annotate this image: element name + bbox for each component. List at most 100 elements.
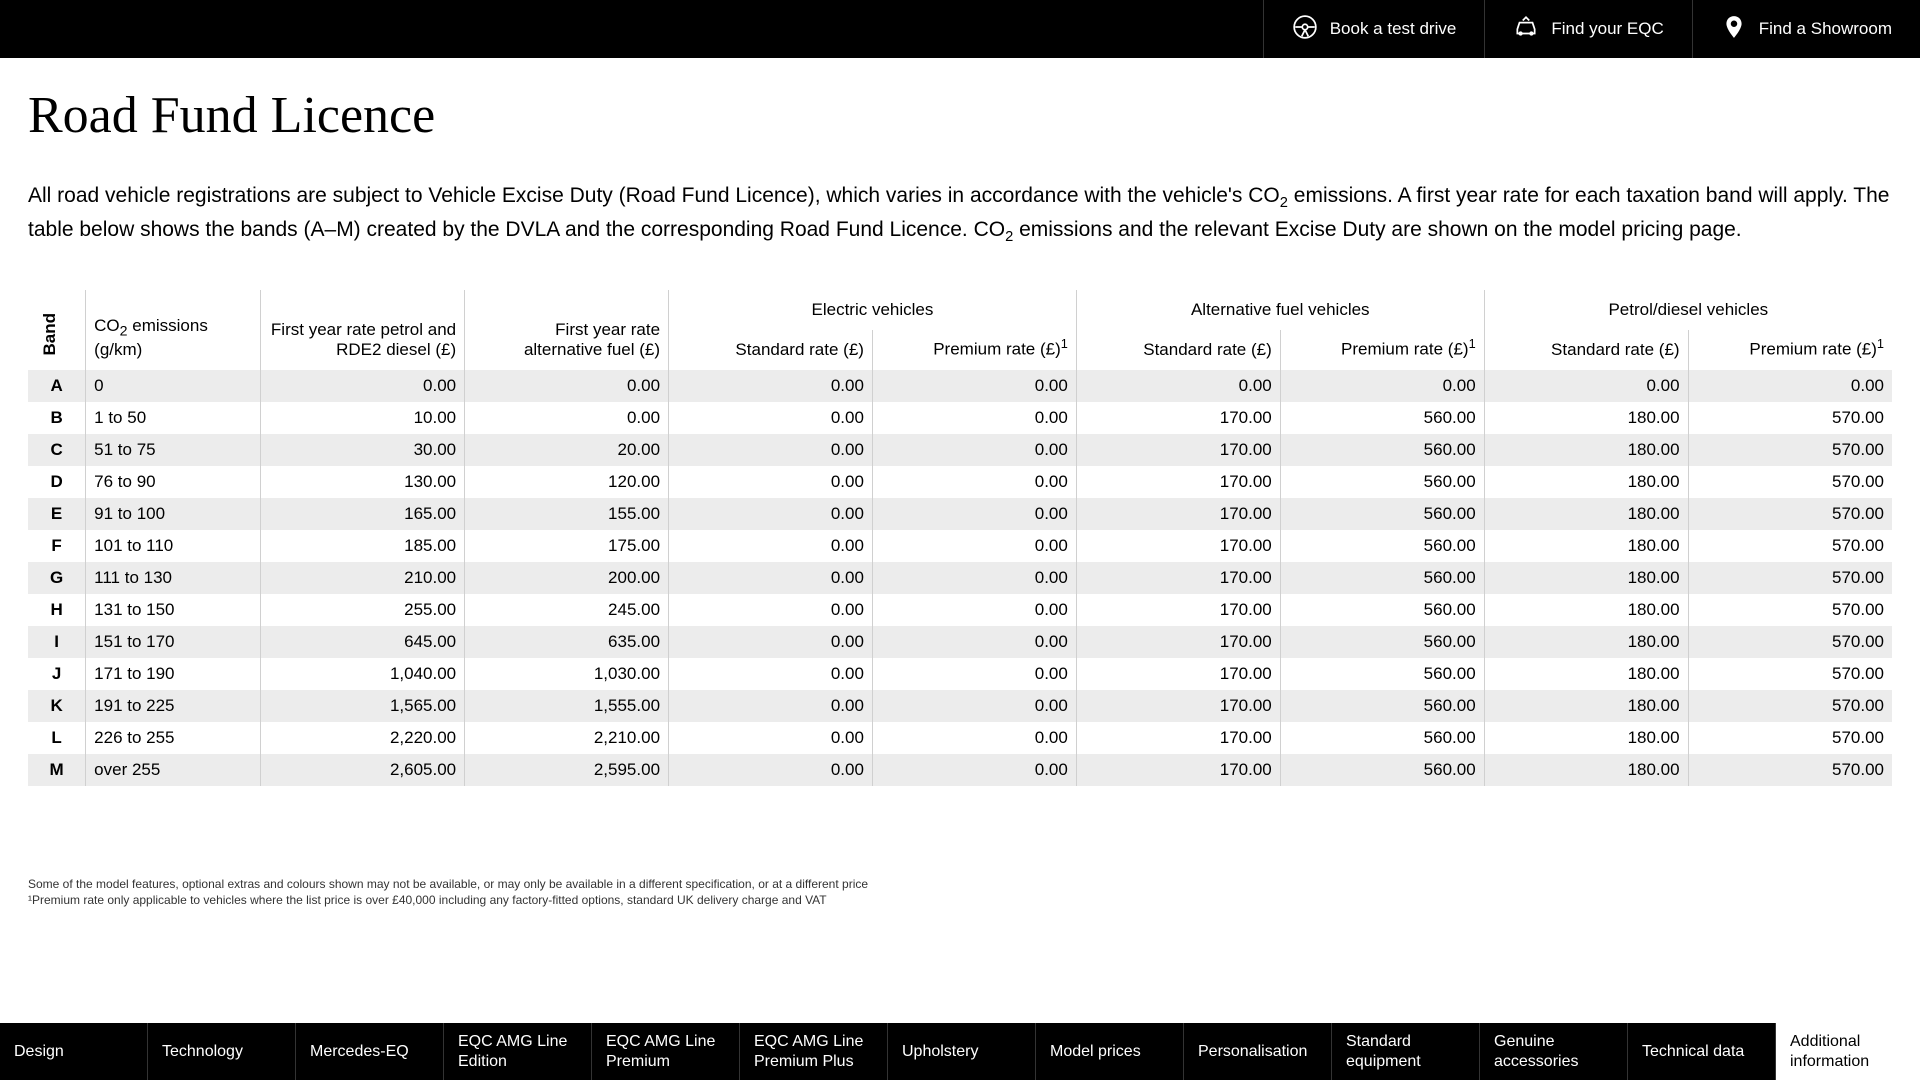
alt-cell: 1,030.00	[465, 658, 669, 690]
alt-cell: 0.00	[465, 370, 669, 402]
bottom-nav-item[interactable]: Genuine accessories	[1480, 1023, 1628, 1080]
ev-std-cell: 0.00	[669, 530, 873, 562]
co2-cell: 51 to 75	[86, 434, 261, 466]
pd-prem-cell: 570.00	[1688, 466, 1892, 498]
af-std-cell: 170.00	[1076, 626, 1280, 658]
pd-prem-header: Premium rate (£)1	[1688, 330, 1892, 370]
bottom-nav-item[interactable]: Upholstery	[888, 1023, 1036, 1080]
af-prem-cell: 560.00	[1280, 722, 1484, 754]
af-prem-cell: 0.00	[1280, 370, 1484, 402]
af-prem-header: Premium rate (£)1	[1280, 330, 1484, 370]
co2-cell: 191 to 225	[86, 690, 261, 722]
table-row: I151 to 170645.00635.000.000.00170.00560…	[28, 626, 1892, 658]
co2-cell: over 255	[86, 754, 261, 786]
table-row: Mover 2552,605.002,595.000.000.00170.005…	[28, 754, 1892, 786]
pd-std-cell: 180.00	[1484, 690, 1688, 722]
pd-std-cell: 180.00	[1484, 658, 1688, 690]
find-eqc-button[interactable]: Find your EQC	[1484, 0, 1691, 58]
petrol-cell: 0.00	[261, 370, 465, 402]
af-std-cell: 170.00	[1076, 498, 1280, 530]
ev-prem-cell: 0.00	[872, 498, 1076, 530]
af-prem-cell: 560.00	[1280, 530, 1484, 562]
table-row: L226 to 2552,220.002,210.000.000.00170.0…	[28, 722, 1892, 754]
ev-prem-header: Premium rate (£)1	[872, 330, 1076, 370]
af-std-cell: 170.00	[1076, 722, 1280, 754]
pd-std-cell: 180.00	[1484, 754, 1688, 786]
alt-cell: 155.00	[465, 498, 669, 530]
af-std-cell: 170.00	[1076, 466, 1280, 498]
footnotes: Some of the model features, optional ext…	[28, 876, 1892, 910]
af-std-cell: 170.00	[1076, 530, 1280, 562]
pd-prem-cell: 570.00	[1688, 562, 1892, 594]
band-cell: G	[28, 562, 86, 594]
alt-cell: 1,555.00	[465, 690, 669, 722]
ev-std-cell: 0.00	[669, 722, 873, 754]
af-prem-cell: 560.00	[1280, 594, 1484, 626]
location-pin-icon	[1721, 14, 1747, 45]
band-cell: K	[28, 690, 86, 722]
petrol-cell: 1,040.00	[261, 658, 465, 690]
bottom-nav-item[interactable]: EQC AMG Line Premium Plus	[740, 1023, 888, 1080]
ev-std-cell: 0.00	[669, 626, 873, 658]
petrol-cell: 130.00	[261, 466, 465, 498]
alt-cell: 20.00	[465, 434, 669, 466]
co2-cell: 226 to 255	[86, 722, 261, 754]
co2-cell: 171 to 190	[86, 658, 261, 690]
bottom-nav-item[interactable]: EQC AMG Line Premium	[592, 1023, 740, 1080]
af-prem-cell: 560.00	[1280, 626, 1484, 658]
co2-cell: 151 to 170	[86, 626, 261, 658]
page-title: Road Fund Licence	[28, 86, 1892, 145]
bottom-nav-item[interactable]: Model prices	[1036, 1023, 1184, 1080]
bottom-nav-item[interactable]: Technology	[148, 1023, 296, 1080]
petrol-cell: 2,605.00	[261, 754, 465, 786]
table-row: K191 to 2251,565.001,555.000.000.00170.0…	[28, 690, 1892, 722]
pd-prem-cell: 570.00	[1688, 754, 1892, 786]
bottom-nav-item[interactable]: Personalisation	[1184, 1023, 1332, 1080]
table-row: H131 to 150255.00245.000.000.00170.00560…	[28, 594, 1892, 626]
ev-std-cell: 0.00	[669, 658, 873, 690]
pd-std-cell: 180.00	[1484, 402, 1688, 434]
ev-prem-cell: 0.00	[872, 402, 1076, 434]
pd-prem-cell: 570.00	[1688, 434, 1892, 466]
alt-cell: 0.00	[465, 402, 669, 434]
alt-cell: 120.00	[465, 466, 669, 498]
bottom-nav-item[interactable]: Standard equipment	[1332, 1023, 1480, 1080]
petrol-cell: 185.00	[261, 530, 465, 562]
af-std-header: Standard rate (£)	[1076, 330, 1280, 370]
bottom-nav-item[interactable]: EQC AMG Line Edition	[444, 1023, 592, 1080]
alt-cell: 2,210.00	[465, 722, 669, 754]
af-std-cell: 170.00	[1076, 434, 1280, 466]
bottom-nav-item[interactable]: Mercedes-EQ	[296, 1023, 444, 1080]
table-row: B1 to 5010.000.000.000.00170.00560.00180…	[28, 402, 1892, 434]
pd-std-header: Standard rate (£)	[1484, 330, 1688, 370]
af-std-cell: 0.00	[1076, 370, 1280, 402]
af-std-cell: 170.00	[1076, 594, 1280, 626]
pd-std-cell: 180.00	[1484, 498, 1688, 530]
pd-prem-cell: 0.00	[1688, 370, 1892, 402]
band-cell: H	[28, 594, 86, 626]
book-test-drive-button[interactable]: Book a test drive	[1263, 0, 1485, 58]
af-prem-cell: 560.00	[1280, 434, 1484, 466]
bottom-nav-item[interactable]: Technical data	[1628, 1023, 1776, 1080]
steering-wheel-icon	[1292, 14, 1318, 45]
group-petrol-diesel: Petrol/diesel vehicles	[1484, 290, 1892, 330]
petrol-cell: 645.00	[261, 626, 465, 658]
band-cell: B	[28, 402, 86, 434]
intro-text: All road vehicle registrations are subje…	[28, 181, 1892, 248]
band-cell: E	[28, 498, 86, 530]
pd-std-cell: 180.00	[1484, 722, 1688, 754]
road-fund-table: Band CO2 emissions (g/km) First year rat…	[28, 290, 1892, 786]
table-row: D76 to 90130.00120.000.000.00170.00560.0…	[28, 466, 1892, 498]
bottom-nav-item[interactable]: Design	[0, 1023, 148, 1080]
car-icon	[1513, 14, 1539, 45]
ev-prem-cell: 0.00	[872, 658, 1076, 690]
ev-std-cell: 0.00	[669, 466, 873, 498]
co2-cell: 111 to 130	[86, 562, 261, 594]
bottom-nav-item[interactable]: Additional information	[1776, 1023, 1920, 1080]
find-showroom-button[interactable]: Find a Showroom	[1692, 0, 1920, 58]
band-cell: F	[28, 530, 86, 562]
af-prem-cell: 560.00	[1280, 498, 1484, 530]
co2-header: CO2 emissions (g/km)	[86, 290, 261, 370]
page-content: Road Fund Licence All road vehicle regis…	[0, 58, 1920, 909]
pd-prem-cell: 570.00	[1688, 690, 1892, 722]
